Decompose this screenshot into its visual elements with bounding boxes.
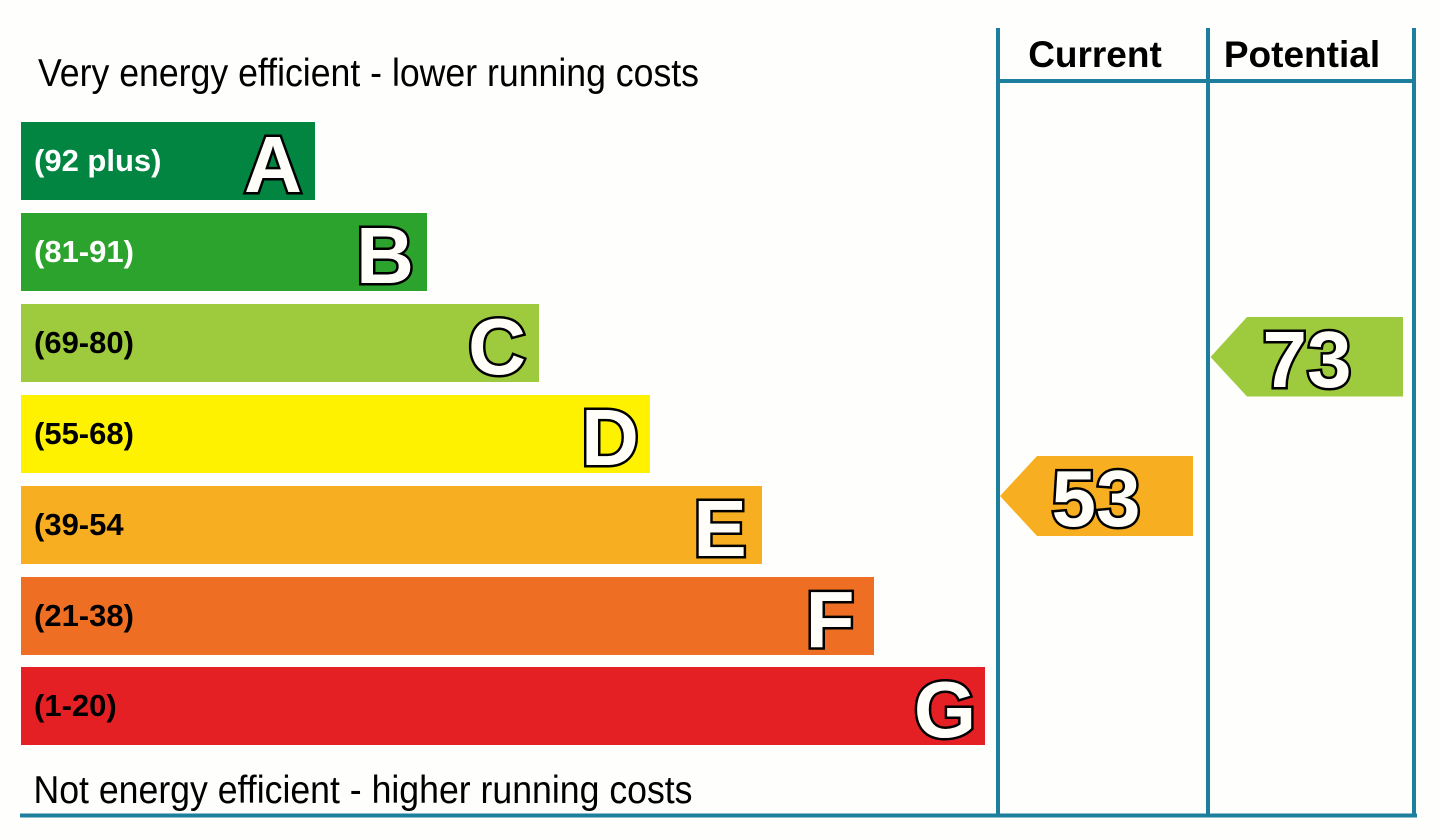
svg-text:B: B [356, 211, 414, 300]
svg-text:(39-54: (39-54 [34, 507, 124, 542]
svg-text:G: G [914, 665, 976, 754]
svg-text:(1-20): (1-20) [34, 688, 117, 723]
svg-text:E: E [693, 484, 746, 573]
svg-text:53: 53 [1052, 454, 1141, 543]
svg-text:D: D [581, 393, 639, 482]
svg-text:(21-38): (21-38) [34, 598, 134, 633]
svg-text:F: F [806, 575, 855, 664]
svg-text:(69-80): (69-80) [34, 325, 134, 360]
svg-text:A: A [244, 120, 302, 209]
svg-text:Very energy efficient - lower: Very energy efficient - lower running co… [38, 52, 699, 95]
svg-text:(81-91): (81-91) [34, 234, 134, 269]
svg-text:C: C [468, 302, 526, 391]
svg-text:73: 73 [1263, 315, 1352, 404]
svg-text:Not energy efficient - higher: Not energy efficient - higher running co… [34, 769, 693, 812]
svg-text:(55-68): (55-68) [34, 416, 134, 451]
svg-text:Potential: Potential [1224, 34, 1380, 75]
svg-text:(92 plus): (92 plus) [34, 143, 161, 178]
svg-text:Current: Current [1028, 34, 1162, 75]
